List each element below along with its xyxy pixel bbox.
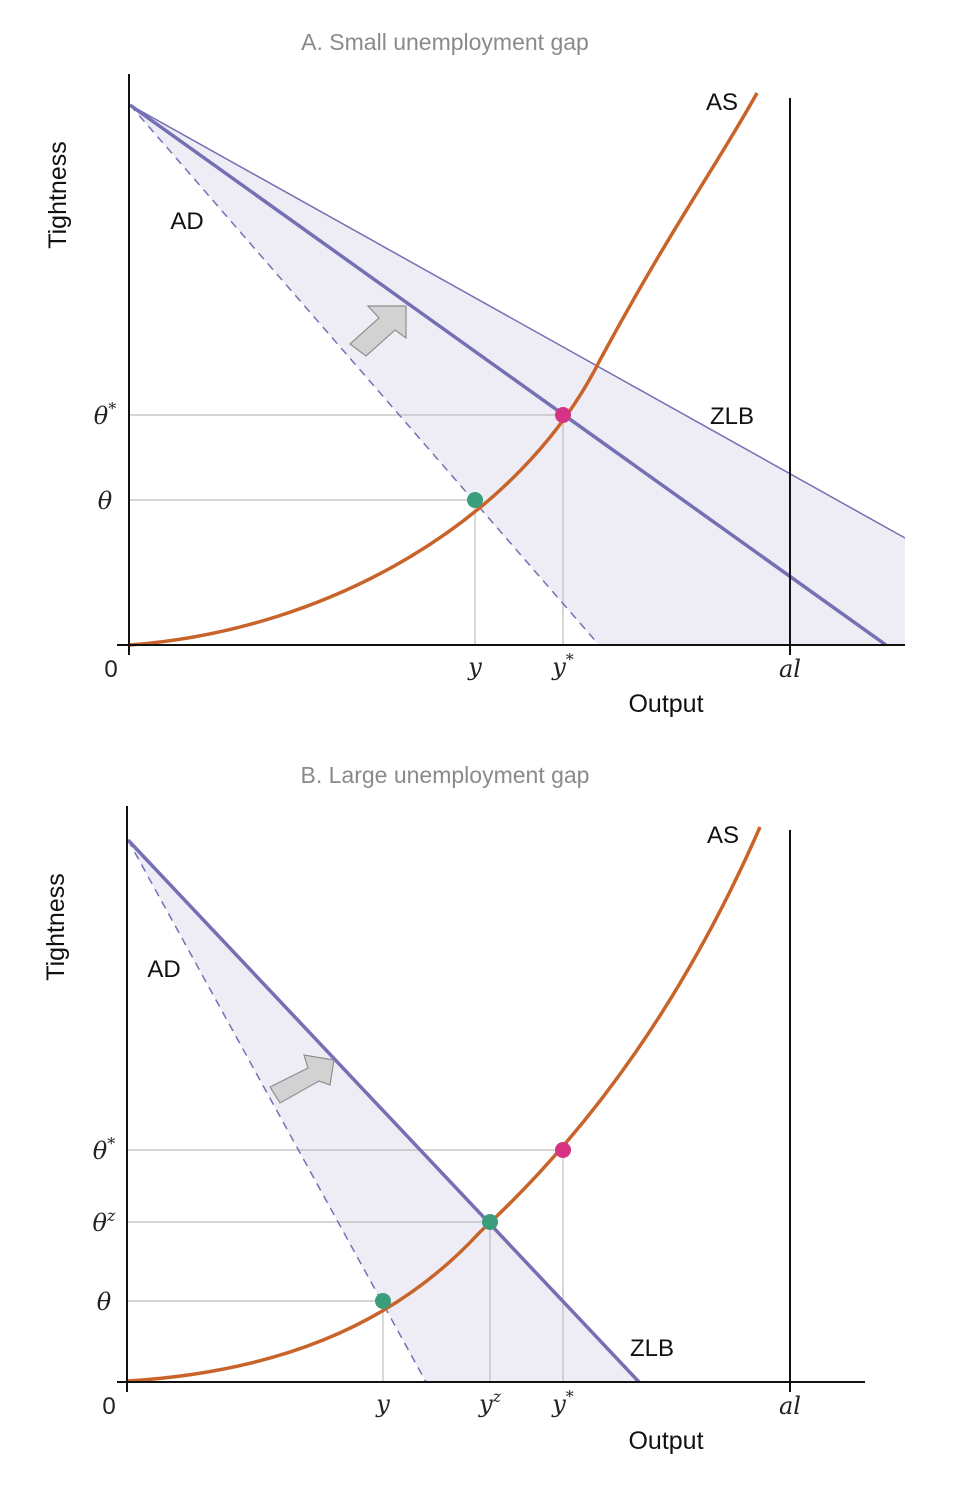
panel-a-xtick-y: y xyxy=(467,653,482,681)
panel-a-equilibrium-point xyxy=(467,492,483,508)
panel-b-ad-label: AD xyxy=(147,956,180,983)
panel-a-zlb-line xyxy=(130,104,905,539)
panel-b-xtick-al: al xyxy=(779,1392,801,1420)
panel-a-ytick-theta: θ xyxy=(98,487,113,515)
panel-b-zlb-equilibrium-point xyxy=(482,1214,498,1230)
panel-a-xtick-y-star: y* xyxy=(551,650,574,681)
panel-b-ad-dashed-line xyxy=(127,839,427,1383)
panel-a-zlb-label: ZLB xyxy=(710,403,754,430)
panel-b-ytick-theta-z: θz xyxy=(93,1206,116,1237)
panel-b: B. Large unemployment gap AS AD ZLB θ* xyxy=(42,762,865,1455)
panel-b-y-axis-title: Tightness xyxy=(42,873,70,980)
panel-b-ytick-theta-star: θ* xyxy=(93,1134,115,1165)
panel-b-zlb-line xyxy=(126,838,641,1384)
panel-b-as-label: AS xyxy=(707,822,739,849)
panel-b-x-axis-title: Output xyxy=(628,1427,703,1455)
panel-b-ytick-theta: θ xyxy=(97,1288,112,1316)
panel-a-y-axis-title: Tightness xyxy=(44,141,72,248)
panel-b-xtick-y-star: y* xyxy=(551,1387,574,1418)
panel-a-title: A. Small unemployment gap xyxy=(301,29,589,55)
panel-a-shift-arrow xyxy=(349,305,407,357)
panel-a-shaded-region xyxy=(130,105,905,645)
panel-b-xtick-y-z: yz xyxy=(478,1387,502,1418)
panel-a-xtick-al: al xyxy=(779,655,801,683)
panel-b-equilibrium-point xyxy=(375,1293,391,1309)
panel-b-as-curve xyxy=(127,826,762,1383)
panel-b-optimum-point xyxy=(555,1142,571,1158)
panel-a: A. Small unemployment gap AS AD xyxy=(44,29,905,718)
panel-a-ytick-theta-star: θ* xyxy=(94,399,116,430)
panel-a-ad-shifted-line xyxy=(128,103,888,647)
panel-b-title: B. Large unemployment gap xyxy=(301,762,590,788)
panel-b-xtick-zero: 0 xyxy=(102,1393,115,1420)
panel-a-x-axis-title: Output xyxy=(628,690,703,718)
panel-a-xtick-zero: 0 xyxy=(104,656,117,683)
panel-b-xtick-y: y xyxy=(375,1390,390,1418)
panel-a-ad-dashed-line xyxy=(129,104,600,646)
panel-a-as-label: AS xyxy=(706,89,738,116)
panel-b-shift-arrow xyxy=(269,1054,335,1104)
panel-a-optimum-point xyxy=(555,407,571,423)
panel-b-zlb-label: ZLB xyxy=(630,1335,674,1362)
panel-a-as-curve xyxy=(129,92,759,647)
panel-a-ad-label: AD xyxy=(170,208,203,235)
